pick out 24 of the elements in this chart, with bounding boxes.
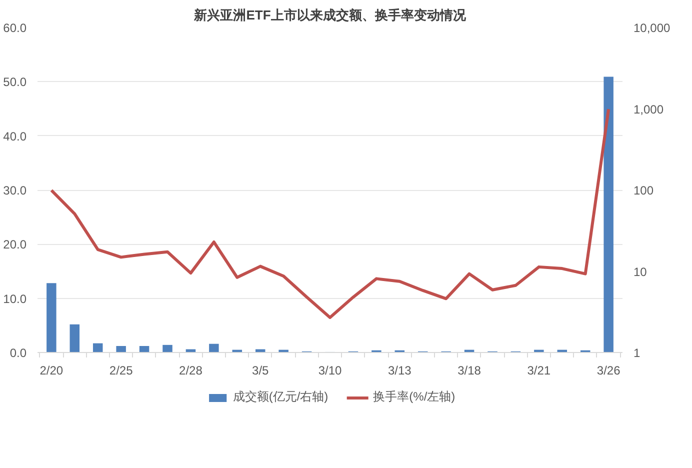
y2-tick-label: 1,000 [634,102,664,116]
legend-label: 成交额(亿元/右轴) [232,388,328,406]
x-tick-label: 2/28 [179,364,203,378]
x-tick-label: 3/18 [458,364,482,378]
y-tick-label: 50.0 [3,75,27,90]
y-tick-label: 40.0 [3,129,27,144]
y-tick-label: 60.0 [3,21,27,35]
x-tick-label: 3/21 [527,364,551,378]
y-tick-label: 20.0 [3,238,27,252]
y2-tick-label: 1 [634,346,640,360]
x-tick-label: 3/13 [388,364,412,378]
y-tick-label: 0.0 [10,346,27,360]
x-tick-label: 2/25 [109,364,134,378]
x-tick-label: 3/10 [318,364,342,378]
y-tick-label: 10.0 [3,292,27,306]
y2-tick-label: 10 [634,264,648,279]
y-tick-label: 30.0 [3,184,27,198]
x-tick-label: 2/20 [40,364,64,378]
y2-tick-label: 100 [634,184,654,198]
legend-label: 换手率(%/左轴) [373,388,456,406]
x-tick-label: 3/5 [252,364,270,378]
y2-tick-label: 10,000 [634,21,671,35]
chart-title: 新兴亚洲ETF上市以来成交额、换手率变动情况 [193,8,467,22]
x-tick-label: 3/26 [596,364,621,378]
